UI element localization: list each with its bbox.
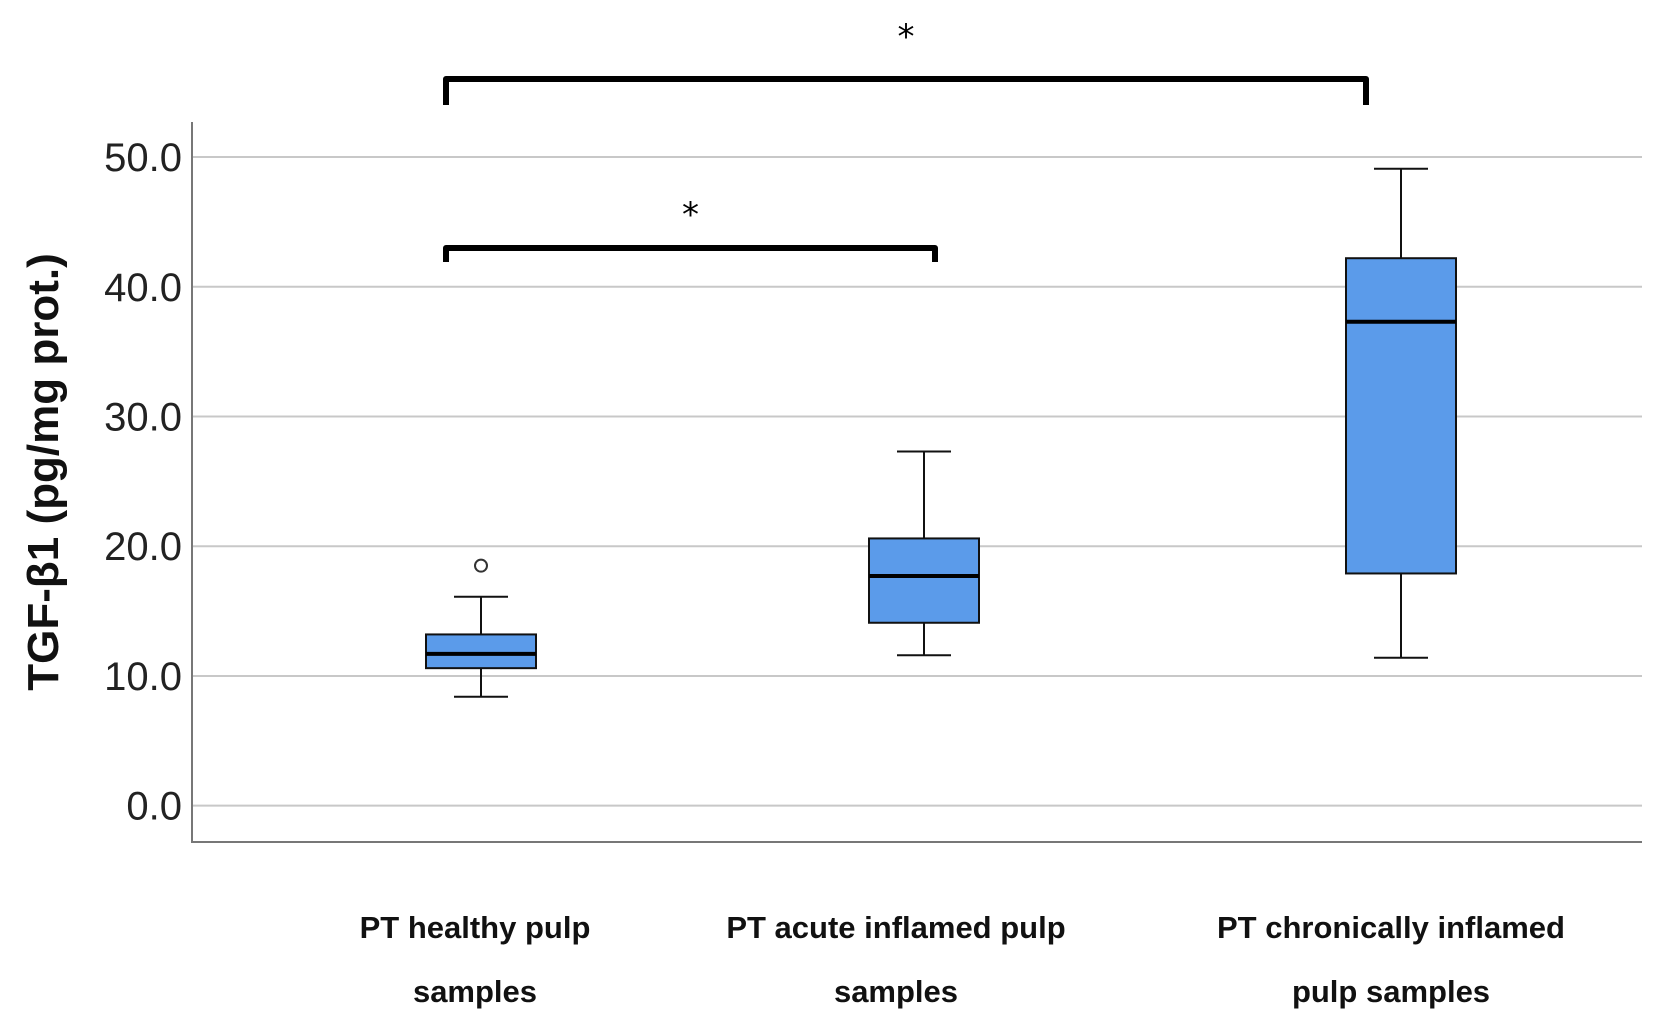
box-chronic (1345, 167, 1457, 659)
significance-bracket (443, 245, 938, 262)
category-label-line: samples (413, 974, 537, 1009)
y-tick-label: 40.0 (104, 266, 182, 310)
category-label-line: PT acute inflamed pulp (726, 910, 1065, 945)
box-acute (868, 450, 980, 657)
significance-star: * (898, 17, 915, 57)
category-label-line: PT healthy pulp (360, 910, 591, 945)
box-healthy (425, 558, 537, 698)
outlier-point (474, 558, 488, 573)
category-label-line: pulp samples (1292, 974, 1490, 1009)
significance-brackets: ** (443, 17, 1369, 262)
y-tick-label: 0.0 (126, 785, 182, 829)
significance-star: * (682, 195, 699, 235)
category-label-healthy: PT healthy pulp samples (360, 910, 591, 1009)
iqr-box (868, 537, 980, 624)
category-label-line: samples (834, 974, 958, 1009)
y-tick-label: 50.0 (104, 136, 182, 180)
y-tick-label: 10.0 (104, 655, 182, 699)
boxes (425, 167, 1457, 698)
category-label-line: PT chronically inflamed (1217, 910, 1565, 945)
significance-healthy-chronic: * (443, 17, 1369, 105)
category-label-acute: PT acute inflamed pulp samples (726, 910, 1065, 1009)
y-tick-label: 20.0 (104, 525, 182, 569)
significance-healthy-acute: * (443, 195, 938, 262)
significance-bracket (443, 76, 1369, 105)
plot-frame (191, 122, 1642, 843)
y-tick-labels: 0.0 10.0 20.0 30.0 40.0 50.0 (104, 136, 182, 829)
y-tick-label: 30.0 (104, 395, 182, 439)
y-axis-label: TGF-β1 (pg/mg prot.) (19, 253, 68, 690)
axes (191, 122, 1642, 843)
iqr-box (425, 633, 537, 670)
iqr-box (1345, 257, 1457, 575)
category-label-chronic: PT chronically inflamed pulp samples (1217, 910, 1565, 1009)
